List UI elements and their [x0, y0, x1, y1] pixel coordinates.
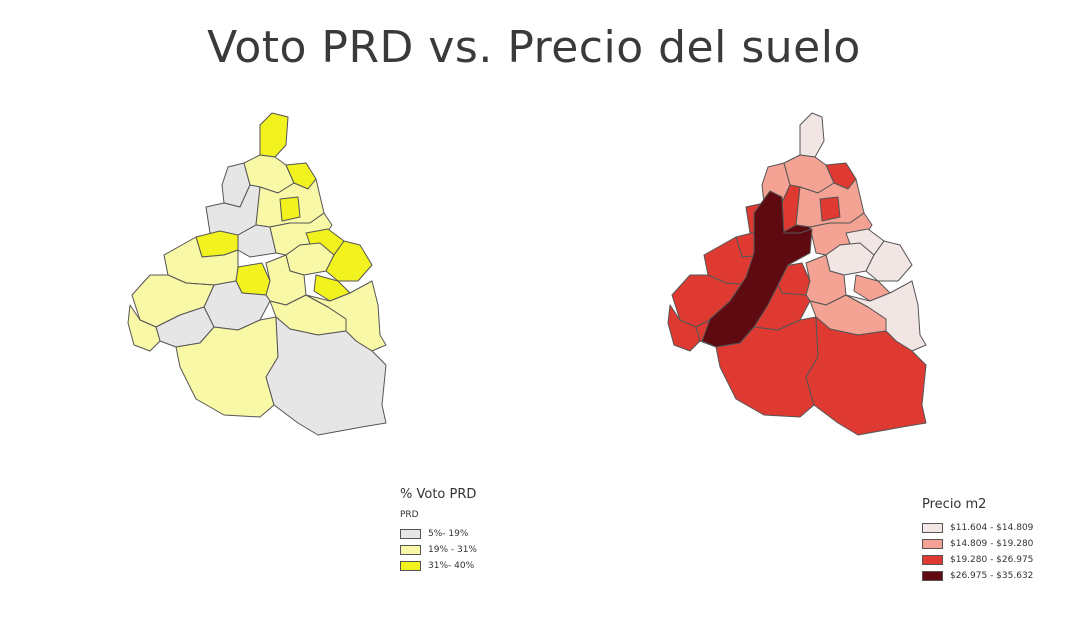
- region-east-1: [865, 240, 913, 282]
- region-tlalpan-milpa: [265, 316, 387, 436]
- legend-swatch: [922, 555, 943, 565]
- legend-item: $26.975 - $35.632: [922, 568, 1033, 584]
- legend-label: $26.975 - $35.632: [950, 571, 1034, 581]
- prd-vote-choropleth-map: [127, 112, 387, 436]
- land-price-legend: Precio m2 $11.604 - $14.809 $14.809 - $1…: [922, 497, 1033, 584]
- legend-label: $19.280 - $26.975: [950, 555, 1034, 565]
- region-tlalpan-milpa: [805, 316, 927, 436]
- legend-label: 31%- 40%: [428, 561, 475, 571]
- region-high-price-corridor: [701, 190, 813, 348]
- legend-swatch: [400, 529, 421, 539]
- legend-swatch: [922, 571, 943, 581]
- region-west-tail: [127, 304, 161, 352]
- slide-title: Voto PRD vs. Precio del suelo: [207, 22, 861, 73]
- legend-label: $11.604 - $14.809: [950, 523, 1034, 533]
- region-east-high-1: [325, 240, 373, 282]
- legend-swatch: [400, 561, 421, 571]
- legend-title: % Voto PRD: [400, 487, 477, 502]
- prd-vote-legend: % Voto PRD PRD 5%- 19% 19% - 31% 31%- 40…: [400, 487, 477, 574]
- legend-item: $11.604 - $14.809: [922, 520, 1033, 536]
- legend-item: 19% - 31%: [400, 542, 477, 558]
- legend-swatch: [922, 523, 943, 533]
- legend-item: 31%- 40%: [400, 558, 477, 574]
- legend-subtitle: PRD: [400, 510, 419, 520]
- legend-swatch: [922, 539, 943, 549]
- region-center-1: [819, 196, 841, 222]
- legend-item: $19.280 - $26.975: [922, 552, 1033, 568]
- legend-item: 5%- 19%: [400, 526, 477, 542]
- legend-title: Precio m2: [922, 497, 987, 512]
- region-iztapalapa: [305, 280, 387, 352]
- legend-swatch: [400, 545, 421, 555]
- legend-label: $14.809 - $19.280: [950, 539, 1034, 549]
- region-center-1: [279, 196, 301, 222]
- region-west-tail: [667, 304, 701, 352]
- legend-label: 5%- 19%: [428, 529, 469, 539]
- region-north-gam-tip: [799, 112, 825, 158]
- region-north-gam-tip: [259, 112, 289, 158]
- region-iztapalapa: [845, 280, 927, 352]
- land-price-choropleth-map: [667, 112, 927, 436]
- legend-item: $14.809 - $19.280: [922, 536, 1033, 552]
- legend-label: 19% - 31%: [428, 545, 477, 555]
